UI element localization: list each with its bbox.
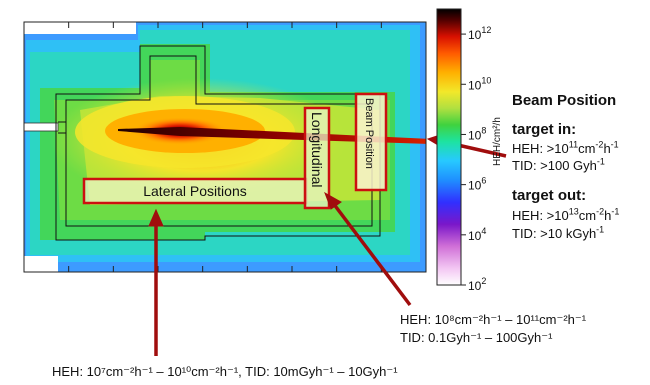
colorbar: 1012 1010 108 106 104 102 HEH/cm²/h: [436, 8, 503, 293]
longitudinal-label: Longitudinal: [309, 112, 325, 188]
colorbar-tick-label: 1010: [468, 75, 491, 92]
longitudinal-range-heh: HEH: 10⁸cm⁻²h⁻¹ – 10¹¹cm⁻²h⁻¹: [400, 312, 587, 327]
colorbar-label: HEH/cm²/h: [492, 117, 503, 166]
target-in-tid: TID: >100 Gyh-1: [512, 156, 605, 173]
x-ticks: [68, 22, 382, 272]
colorbar-tick-label: 1012: [468, 25, 491, 42]
beam-position-box: Beam Position: [354, 92, 388, 192]
colorbar-tick-label: 104: [468, 226, 486, 243]
target-in-heading: target in:: [512, 121, 577, 138]
longitudinal-box: Longitudinal: [303, 106, 331, 210]
plot-frame: [23, 21, 427, 273]
target-out-heading: target out:: [512, 187, 587, 204]
colorbar-tick-label: 108: [468, 125, 486, 142]
lateral-range-text: HEH: 10⁷cm⁻²h⁻¹ – 10¹⁰cm⁻²h⁻¹, TID: 10mG…: [52, 364, 398, 379]
colorbar-ticks: 1012 1010 108 106 104 102: [461, 25, 491, 293]
target-in-heh: HEH: >1011cm-2h-1: [512, 139, 619, 156]
target-out-tid: TID: >10 kGyh-1: [512, 224, 605, 241]
colorbar-tick-label: 106: [468, 176, 486, 193]
lateral-positions-box: Lateral Positions: [82, 177, 308, 205]
longitudinal-range-tid: TID: 0.1Gyh⁻¹ – 100Gyh⁻¹: [400, 330, 553, 345]
lateral-positions-label: Lateral Positions: [143, 183, 247, 199]
colorbar-tick-label: 102: [468, 276, 486, 293]
target-out-heh: HEH: >1013cm-2h-1: [512, 206, 620, 223]
beam-position-label: Beam Position: [363, 98, 375, 169]
beam-position-title: Beam Position: [512, 92, 617, 109]
